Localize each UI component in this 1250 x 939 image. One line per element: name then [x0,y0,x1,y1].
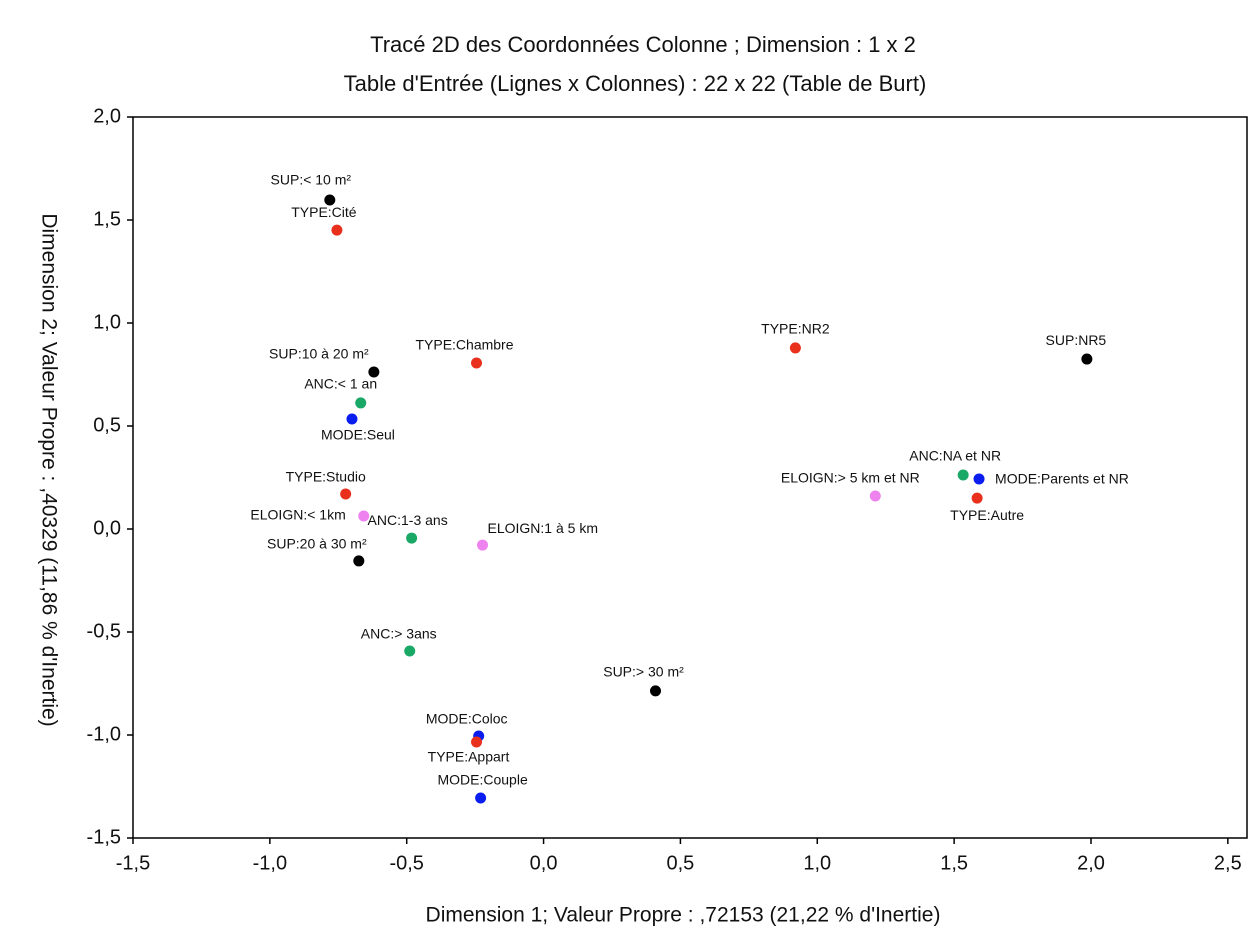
y-tick-label: -0,5 [87,620,121,642]
x-tick-label: 2,0 [1077,852,1105,874]
plot-frame [132,116,1248,839]
y-tick-label: 1,0 [93,311,121,333]
point [324,194,336,206]
point-label: ANC:NA et NR [909,448,1001,464]
point-label: MODE:Couple [437,772,527,788]
chart-title: Tracé 2D des Coordonnées Colonne ; Dimen… [370,32,916,57]
point-label: ELOIGN:< 1km [250,507,345,523]
x-tick-label: -0,5 [389,852,423,874]
x-tick-label: 2,5 [1214,852,1242,874]
point-label: TYPE:Cité [291,204,357,220]
point [471,357,483,369]
point-label: ANC:> 3ans [361,626,437,642]
y-axis-label: Dimension 2; Valeur Propre : ,40329 (11,… [37,213,60,726]
x-tick-label: 0,5 [667,852,695,874]
point [406,532,418,544]
point-label: SUP:20 à 30 m² [267,536,367,552]
point [650,685,662,697]
y-tick-label: 2,0 [93,105,121,127]
point-label: ANC:1-3 ans [368,512,448,528]
point [331,224,343,236]
x-tick-label: 1,5 [940,852,968,874]
point-label: ANC:< 1 an [304,376,377,392]
point [404,645,416,657]
x-tick-label: 0,0 [530,852,558,874]
x-tick-label: -1,0 [253,852,287,874]
point [475,792,487,804]
point [353,555,365,567]
point-label: MODE:Seul [321,427,395,443]
point-label: SUP:> 30 m² [603,664,684,680]
y-tick-label: -1,0 [87,723,121,745]
point-label: TYPE:NR2 [761,321,830,337]
x-axis-label: Dimension 1; Valeur Propre : ,72153 (21,… [426,904,941,927]
point-label: TYPE:Studio [286,469,366,485]
point [1081,353,1093,365]
point [973,473,985,485]
point-label: SUP:10 à 20 m² [269,346,369,362]
point [355,397,367,409]
point [346,413,358,425]
point [957,469,969,481]
point-label: ELOIGN:> 5 km et NR [781,470,920,486]
point [358,510,370,522]
point [368,366,380,378]
point-label: TYPE:Autre [950,507,1024,523]
y-tick-label: 0,0 [93,517,121,539]
point [477,539,489,551]
point-label: MODE:Coloc [426,711,508,727]
point [789,342,801,354]
point-label: TYPE:Chambre [415,337,513,353]
point [971,492,983,504]
point-label: TYPE:Appart [428,749,510,765]
point-label: SUP:< 10 m² [271,172,352,188]
point [340,488,352,500]
point [471,736,483,748]
point-label: MODE:Parents et NR [995,471,1129,487]
point-label: SUP:NR5 [1046,332,1107,348]
x-tick-label: 1,0 [803,852,831,874]
y-tick-label: -1,5 [87,826,121,848]
point [869,490,881,502]
point-label: ELOIGN:1 à 5 km [488,520,598,536]
y-tick-label: 1,5 [93,208,121,230]
x-tick-label: -1,5 [116,852,150,874]
chart-subtitle: Table d'Entrée (Lignes x Colonnes) : 22 … [344,71,927,96]
y-tick-label: 0,5 [93,414,121,436]
